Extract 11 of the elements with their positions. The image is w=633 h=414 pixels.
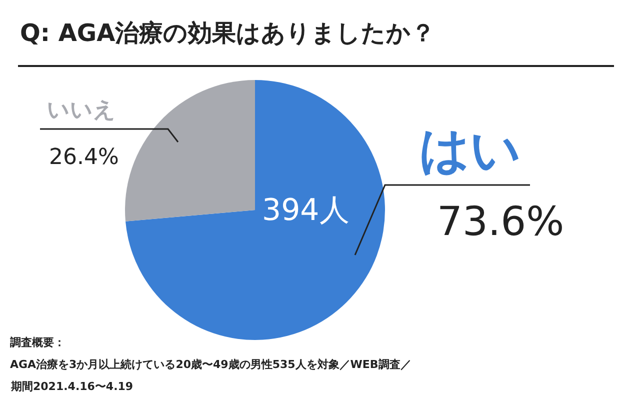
slice-label: はい: [419, 121, 521, 179]
pie-slice: [125, 80, 255, 222]
text: 期間2021.4.16〜4.19: [10, 380, 134, 393]
text: AGA治療を3か月以上続けている20歳〜49歳の男性535人を対象／WEB調査／: [10, 358, 412, 371]
data-label: 26.4%: [49, 145, 119, 170]
text: 394人: [262, 193, 350, 228]
chart-title: Q: AGA治療の効果はありましたか？: [20, 19, 436, 47]
pie-slice: [126, 80, 385, 340]
data-label: 73.6%: [437, 199, 564, 245]
slice-label: いいえ: [47, 98, 116, 123]
text: 調査概要：: [10, 336, 65, 349]
